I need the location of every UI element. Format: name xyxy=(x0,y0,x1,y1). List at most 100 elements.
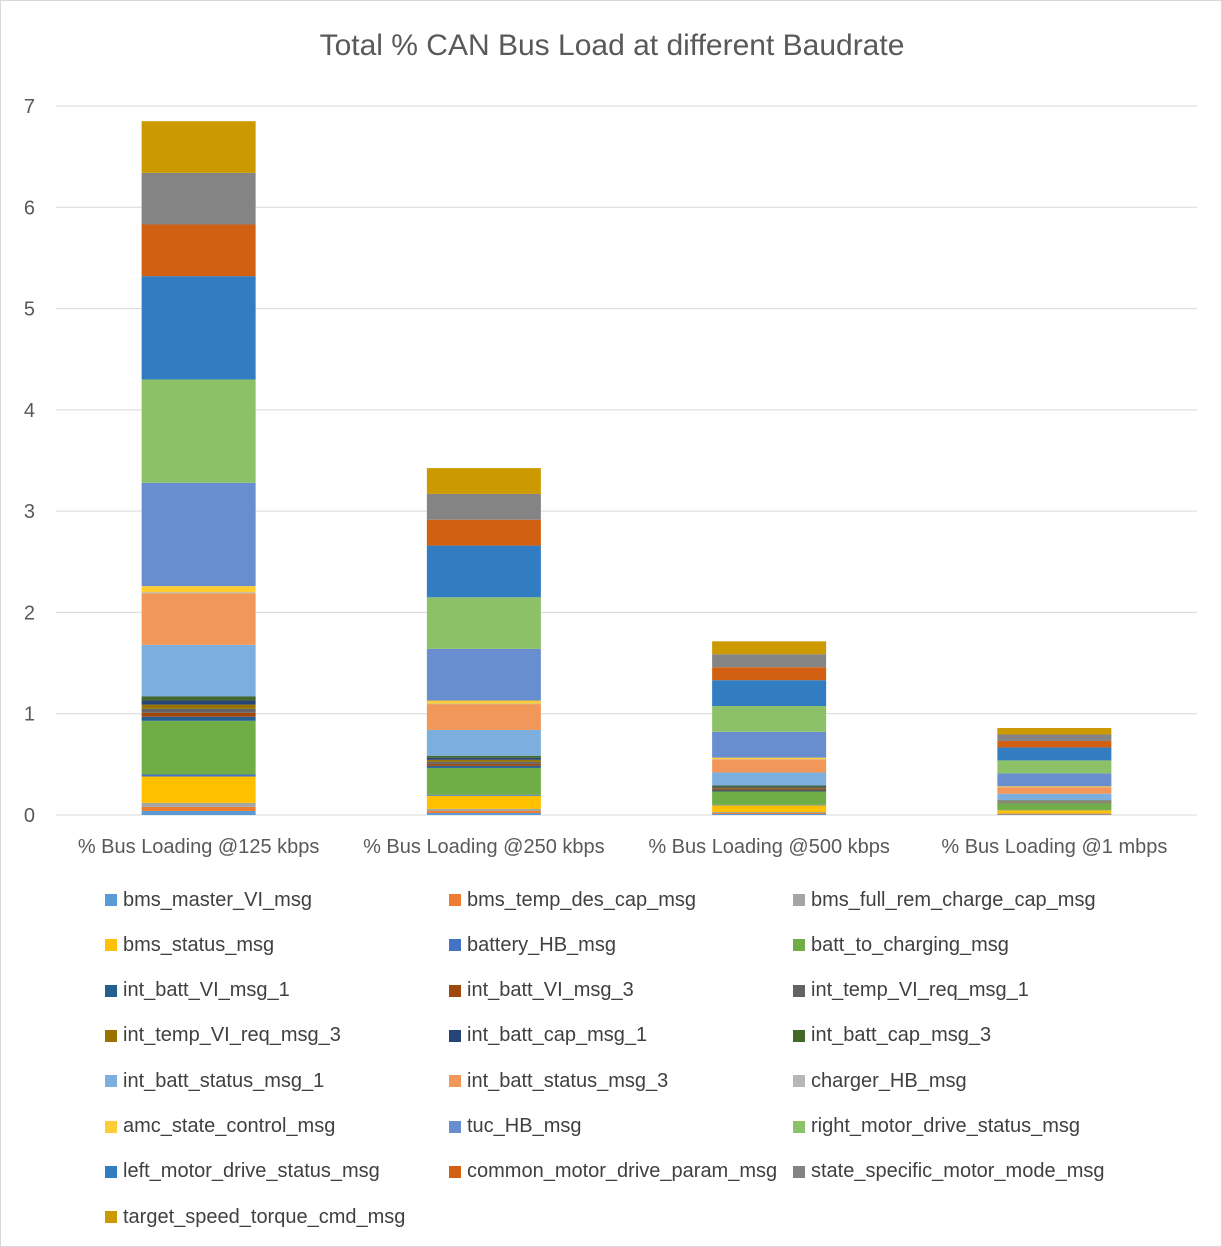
legend-label: bms_full_rem_charge_cap_msg xyxy=(811,888,1096,911)
legend-item: tuc_HB_msg xyxy=(449,1109,582,1145)
legend-item: left_motor_drive_status_msg xyxy=(105,1154,380,1190)
x-tick-label: % Bus Loading @1 mbps xyxy=(941,836,1167,858)
bar-segment xyxy=(426,763,541,766)
plot-area: 0 1 2 3 4 5 6 7 % Bus Loading @125 kbps % Bus Loa… xyxy=(24,96,1197,858)
bar-segment xyxy=(426,700,541,704)
bar-segment xyxy=(712,791,827,805)
legend-swatch xyxy=(105,1165,117,1178)
bar-segment xyxy=(426,757,541,760)
bar-segment xyxy=(141,224,256,277)
bar-segment xyxy=(141,696,256,701)
y-tick-label: 6 xyxy=(24,197,35,219)
bar-segment xyxy=(997,787,1112,794)
bar-segment xyxy=(712,813,827,815)
legend-item: bms_full_rem_charge_cap_msg xyxy=(793,882,1096,918)
legend-label: amc_state_control_msg xyxy=(123,1115,336,1137)
legend-label: common_motor_drive_param_msg xyxy=(467,1160,778,1183)
bar-segment xyxy=(426,794,541,796)
x-tick-label: % Bus Loading @250 kbps xyxy=(363,836,605,858)
legend-item: int_batt_cap_msg_1 xyxy=(449,1018,647,1054)
y-tick-label: 7 xyxy=(24,96,35,118)
bar-segment xyxy=(997,747,1112,761)
bar-segment xyxy=(141,712,256,717)
bar-segment xyxy=(997,802,1112,804)
bar-segment xyxy=(141,482,256,587)
bar-segment xyxy=(712,787,827,789)
bar-segment xyxy=(141,700,256,705)
legend-swatch xyxy=(105,984,117,997)
bar-segment xyxy=(997,760,1112,774)
legend-item: int_batt_cap_msg_3 xyxy=(793,1018,991,1054)
bar-segment xyxy=(426,493,541,520)
legend-label: tuc_HB_msg xyxy=(467,1115,582,1137)
legend-label: int_batt_status_msg_1 xyxy=(123,1069,325,1092)
bar-segment xyxy=(426,729,541,756)
legend-swatch xyxy=(449,939,461,952)
bar-segment xyxy=(426,519,541,546)
y-tick-label: 5 xyxy=(24,299,35,321)
bar-segment xyxy=(997,801,1112,803)
legend-item: bms_temp_des_cap_msg xyxy=(449,882,696,918)
bar-segment xyxy=(426,468,541,494)
bar-segment xyxy=(712,785,827,787)
bar-segment xyxy=(997,800,1112,802)
bar-segment xyxy=(712,731,827,758)
legend-item: batt_to_charging_msg xyxy=(793,927,1009,963)
legend-swatch xyxy=(105,1120,117,1133)
bar-segment xyxy=(997,803,1112,810)
legend-swatch xyxy=(793,1120,805,1133)
bar-segment xyxy=(426,597,541,649)
legend-label: state_specific_motor_mode_msg xyxy=(811,1160,1105,1183)
bar-segment xyxy=(712,805,827,812)
legend-item: int_batt_status_msg_1 xyxy=(105,1063,324,1099)
legend-swatch xyxy=(793,894,805,906)
bar-segment xyxy=(997,813,1112,815)
x-tick-label: % Bus Loading @500 kbps xyxy=(648,836,890,858)
y-tick-label: 1 xyxy=(24,704,35,726)
legend-swatch xyxy=(105,939,117,952)
legend-item: state_specific_motor_mode_msg xyxy=(793,1154,1104,1190)
y-tick-label: 2 xyxy=(24,602,35,624)
legend-swatch xyxy=(449,1075,461,1088)
legend-item: battery_HB_msg xyxy=(449,927,616,963)
legend-swatch xyxy=(105,894,117,906)
bar-segment xyxy=(712,812,827,814)
bar-segment xyxy=(141,592,256,594)
bar-segment xyxy=(141,806,256,811)
bar-segment xyxy=(997,740,1112,748)
bar-segment xyxy=(426,648,541,701)
bar-segment xyxy=(426,755,541,758)
bar-segment xyxy=(997,734,1112,741)
legend-item: charger_HB_msg xyxy=(793,1063,967,1099)
legend-item: amc_state_control_msg xyxy=(105,1109,335,1145)
bar-segment xyxy=(997,801,1112,802)
legend-label: left_motor_drive_status_msg xyxy=(123,1160,380,1183)
legend-swatch xyxy=(793,1165,805,1178)
bar-segment xyxy=(712,789,827,791)
bar-segment xyxy=(141,593,256,645)
legend-swatch xyxy=(105,1075,117,1088)
legend-label: batt_to_charging_msg xyxy=(811,933,1009,956)
legend-item: int_temp_VI_req_msg_3 xyxy=(105,1018,341,1054)
legend-label: bms_temp_des_cap_msg xyxy=(467,888,697,911)
bar-segment xyxy=(997,800,1112,801)
legend-label: bms_status_msg xyxy=(123,933,275,956)
bar-segment xyxy=(426,808,541,811)
bar-segment xyxy=(426,810,541,813)
bar-segment xyxy=(426,545,541,598)
legend-label: int_batt_cap_msg_3 xyxy=(811,1024,992,1047)
bar-segment xyxy=(997,810,1112,814)
bar-segment xyxy=(141,644,256,697)
y-tick-label: 3 xyxy=(24,501,35,523)
bar-segment xyxy=(712,654,827,668)
bar-segment xyxy=(712,641,827,655)
bar-segment xyxy=(997,813,1112,814)
legend-label: int_temp_VI_req_msg_3 xyxy=(123,1024,341,1047)
bar-segment xyxy=(141,802,256,807)
bar-segment xyxy=(997,773,1112,787)
legend-item: int_batt_VI_msg_1 xyxy=(105,973,290,1009)
bar-segment xyxy=(712,804,827,806)
bar-segment xyxy=(141,276,256,380)
bar-segment xyxy=(712,759,827,773)
